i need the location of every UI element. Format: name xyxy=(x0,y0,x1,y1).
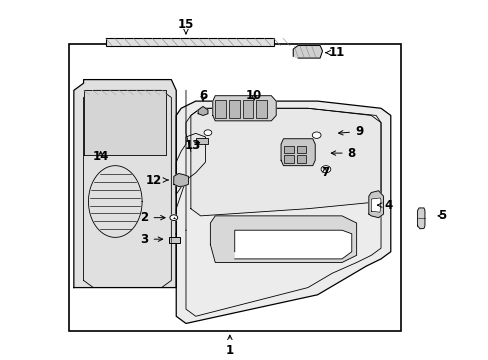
Polygon shape xyxy=(176,101,390,323)
Polygon shape xyxy=(370,198,380,212)
Bar xyxy=(228,100,239,118)
Text: 8: 8 xyxy=(330,147,355,159)
Polygon shape xyxy=(368,191,383,218)
Text: 7: 7 xyxy=(320,166,328,179)
Text: 2: 2 xyxy=(140,211,165,224)
Circle shape xyxy=(312,132,321,138)
Polygon shape xyxy=(293,45,322,58)
Text: 12: 12 xyxy=(146,174,168,186)
Polygon shape xyxy=(417,208,424,229)
Polygon shape xyxy=(281,139,315,166)
Text: 6: 6 xyxy=(199,89,207,102)
Polygon shape xyxy=(190,108,380,216)
Text: 14: 14 xyxy=(92,150,109,163)
Text: 3: 3 xyxy=(140,233,163,246)
Bar xyxy=(105,39,273,45)
Circle shape xyxy=(321,166,330,173)
Bar xyxy=(215,100,225,118)
Polygon shape xyxy=(198,107,207,116)
Polygon shape xyxy=(210,216,356,262)
Polygon shape xyxy=(173,174,188,186)
Polygon shape xyxy=(83,90,166,155)
Text: 9: 9 xyxy=(338,125,363,138)
Bar xyxy=(195,138,207,144)
Bar xyxy=(69,44,400,330)
Bar xyxy=(296,155,306,163)
Text: 15: 15 xyxy=(178,18,194,34)
Bar xyxy=(284,145,294,153)
Bar xyxy=(284,155,294,163)
Circle shape xyxy=(169,215,177,221)
Bar xyxy=(296,145,306,153)
Bar xyxy=(242,100,253,118)
Text: 1: 1 xyxy=(225,335,233,357)
Polygon shape xyxy=(234,230,351,259)
Text: 10: 10 xyxy=(245,89,262,102)
Polygon shape xyxy=(212,96,276,121)
Text: 5: 5 xyxy=(437,210,445,222)
Polygon shape xyxy=(74,80,176,288)
Text: 11: 11 xyxy=(325,46,345,59)
Circle shape xyxy=(203,130,211,135)
Text: 4: 4 xyxy=(377,199,392,212)
Bar xyxy=(168,237,179,243)
Text: 13: 13 xyxy=(185,139,201,152)
Bar xyxy=(256,100,266,118)
